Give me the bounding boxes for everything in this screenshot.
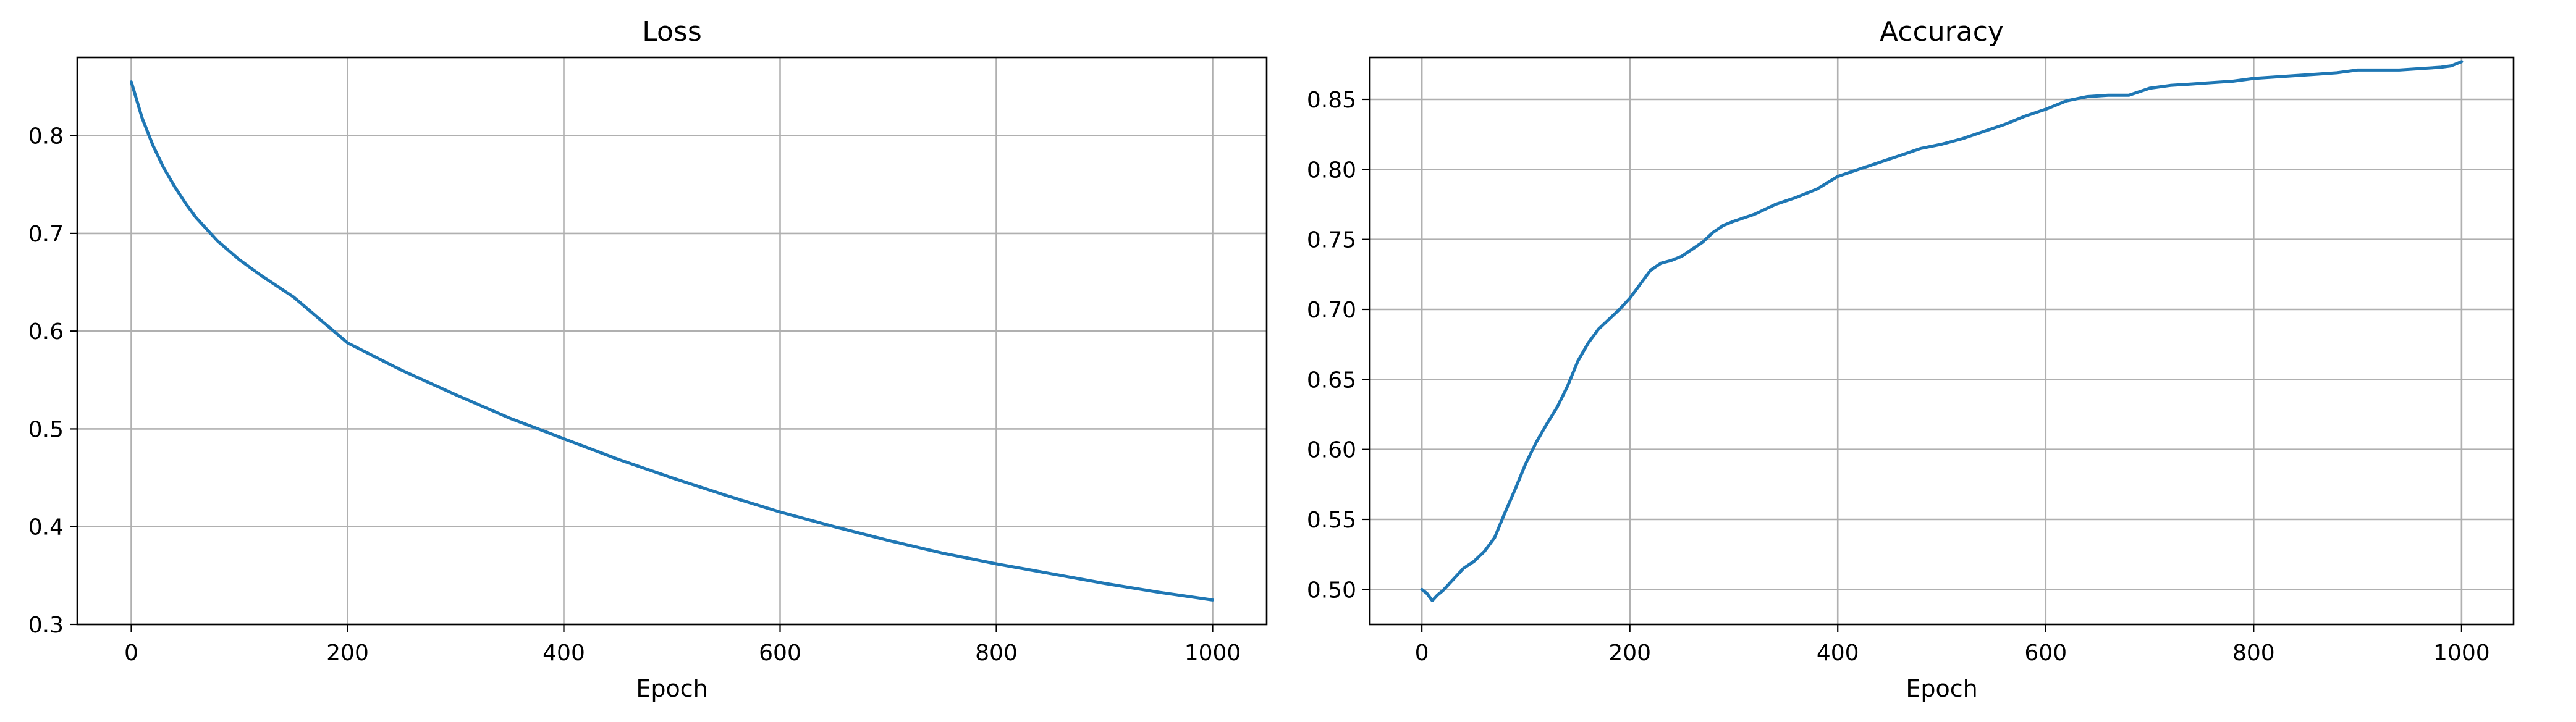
x-tick-label: 0 (124, 640, 138, 666)
plot-frame (76, 56, 1268, 626)
chart-title: Accuracy (1880, 16, 2004, 48)
y-tick-label: 0.80 (1307, 157, 1356, 183)
y-tick-label: 0.5 (28, 417, 64, 442)
series-line (1420, 60, 2464, 602)
x-tick-label: 800 (975, 640, 1018, 666)
y-tick-label: 0.60 (1307, 438, 1356, 463)
y-tick-label: 0.70 (1307, 298, 1356, 323)
y-tick-label: 0.3 (28, 613, 64, 638)
y-tick-label: 0.7 (28, 222, 64, 247)
chart-title: Loss (642, 16, 702, 48)
x-tick-label: 800 (2232, 640, 2275, 666)
x-tick-label: 200 (1608, 640, 1651, 666)
x-tick-label: 600 (2024, 640, 2067, 666)
x-tick-label: 1000 (1185, 640, 1241, 666)
y-tick-label: 0.75 (1307, 228, 1356, 253)
accuracy-chart: 0 200 400 600 800 1000 0.50 0.55 0.60 0.65 0.70 0.7… (1307, 16, 2515, 702)
loss-chart: 0 200 400 600 800 1000 0.3 0.4 0.5 0.6 0.7 0.8 Loss E… (28, 16, 1268, 702)
x-tick-label: 400 (543, 640, 585, 666)
y-tick-label: 0.85 (1307, 88, 1356, 113)
y-tick-label: 0.65 (1307, 367, 1356, 393)
x-axis-label: Epoch (636, 675, 707, 702)
x-tick-label: 1000 (2433, 640, 2490, 666)
x-tick-label: 200 (326, 640, 369, 666)
y-tick-label: 0.8 (28, 124, 64, 149)
series-line (130, 80, 1214, 602)
x-tick-label: 400 (1817, 640, 1859, 666)
x-tick-label: 0 (1415, 640, 1429, 666)
y-tick-label: 0.6 (28, 319, 64, 345)
y-tick-label: 0.50 (1307, 577, 1356, 603)
x-tick-label: 600 (759, 640, 801, 666)
x-axis-label: Epoch (1906, 675, 1977, 702)
y-tick-label: 0.4 (28, 515, 64, 540)
plot-frame (1369, 56, 2515, 626)
y-tick-label: 0.55 (1307, 508, 1356, 533)
